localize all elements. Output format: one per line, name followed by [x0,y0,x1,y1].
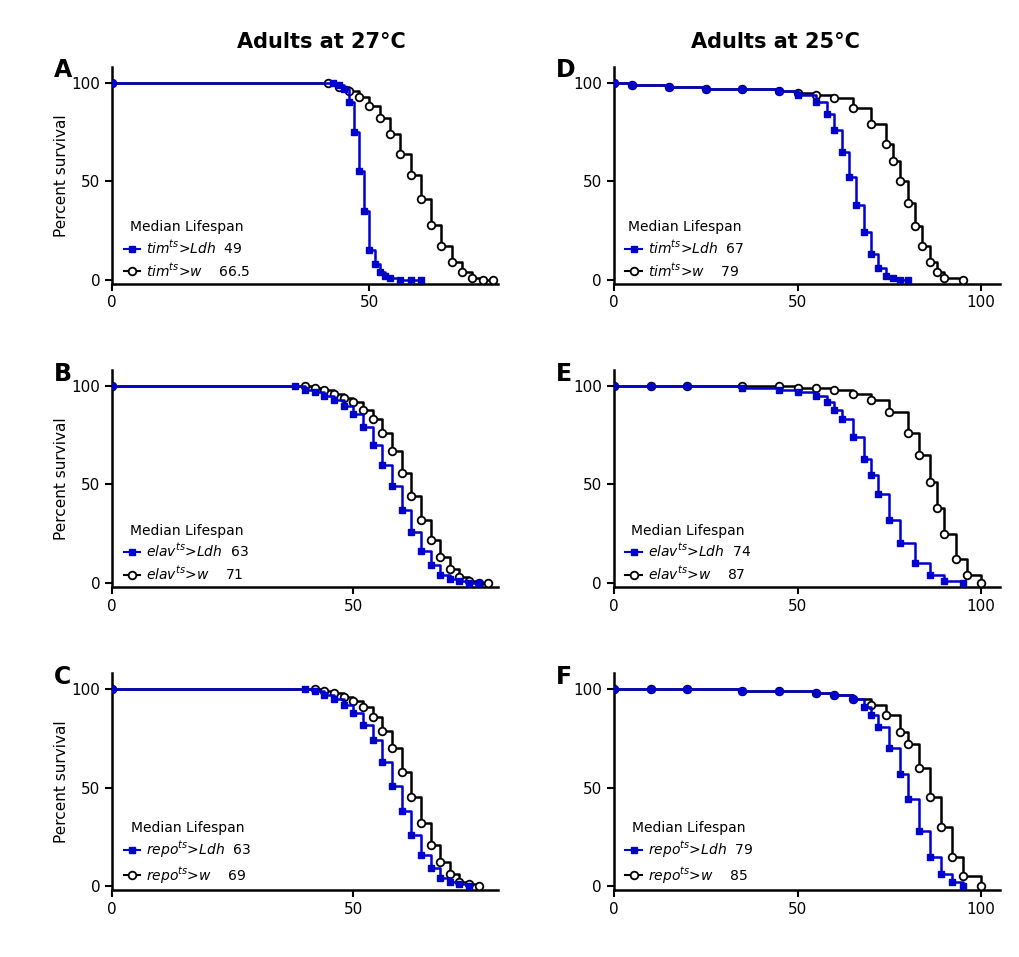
Text: D: D [555,58,575,82]
Text: Adults at 25°C: Adults at 25°C [690,32,859,52]
Legend: $\it{tim}$$^{ts}$>$\it{Ldh}$  67, $\it{tim}$$^{ts}$>$\it{w}$    79: $\it{tim}$$^{ts}$>$\it{Ldh}$ 67, $\it{ti… [625,220,743,279]
Text: A: A [54,58,72,82]
Text: Adults at 27°C: Adults at 27°C [236,32,406,52]
Legend: $\it{repo}$$^{ts}$>$\it{Ldh}$  63, $\it{repo}$$^{ts}$>$\it{w}$    69: $\it{repo}$$^{ts}$>$\it{Ldh}$ 63, $\it{r… [123,821,251,885]
Text: E: E [555,362,572,386]
Legend: $\it{elav}$$^{ts}$>$\it{Ldh}$  63, $\it{elav}$$^{ts}$>$\it{w}$    71: $\it{elav}$$^{ts}$>$\it{Ldh}$ 63, $\it{e… [123,523,249,583]
Legend: $\it{repo}$$^{ts}$>$\it{Ldh}$  79, $\it{repo}$$^{ts}$>$\it{w}$    85: $\it{repo}$$^{ts}$>$\it{Ldh}$ 79, $\it{r… [625,821,752,885]
Text: B: B [54,362,72,386]
Y-axis label: Percent survival: Percent survival [54,114,68,236]
Text: F: F [555,665,572,689]
Legend: $\it{elav}$$^{ts}$>$\it{Ldh}$  74, $\it{elav}$$^{ts}$>$\it{w}$    87: $\it{elav}$$^{ts}$>$\it{Ldh}$ 74, $\it{e… [625,523,750,583]
Y-axis label: Percent survival: Percent survival [54,417,68,540]
Legend: $\it{tim}$$^{ts}$>$\it{Ldh}$  49, $\it{tim}$$^{ts}$>$\it{w}$    66.5: $\it{tim}$$^{ts}$>$\it{Ldh}$ 49, $\it{ti… [123,220,251,279]
Y-axis label: Percent survival: Percent survival [54,721,68,843]
Text: C: C [54,665,71,689]
